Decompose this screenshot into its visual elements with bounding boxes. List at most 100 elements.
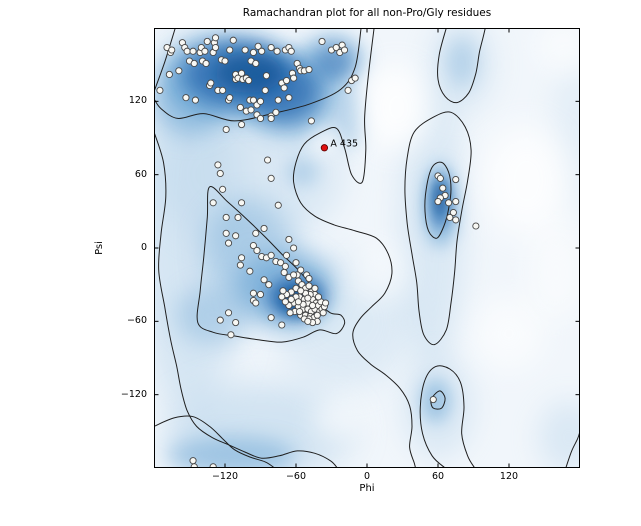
residue-point [189,47,197,55]
x-tick-label: 60 [431,471,445,482]
contour-lalpha-favored [424,161,452,239]
residue-point [305,275,313,283]
plot-area [154,28,580,468]
residue-point [203,37,211,45]
contour-alpha-favored [196,186,346,343]
residue-point [313,311,321,319]
residue-point [294,298,302,306]
residue-point [290,244,298,252]
x-tick-label: 0 [363,471,371,482]
x-tick-label: 120 [499,471,519,482]
residue-point [332,44,340,52]
residue-point [267,174,275,182]
residue-point [319,309,327,317]
residue-point [234,213,242,221]
residue-point [238,69,246,77]
y-tick-label: −120 [120,388,147,400]
residue-point [216,169,224,177]
residue-point [249,48,257,56]
residue-point [256,114,265,122]
residue-point [183,47,191,55]
residue-point [436,174,444,182]
residue-point [219,86,227,94]
residue-point [221,57,229,65]
x-tick-label: −60 [285,471,307,482]
residue-point [191,96,199,104]
residue-point [256,97,265,105]
residue-point [273,47,281,55]
residue-point [207,79,215,87]
residue-point [274,201,282,209]
y-tick-label: 60 [134,168,147,180]
plot-title: Ramachandran plot for all non-Pro/Gly re… [242,7,492,19]
residue-point [202,59,210,67]
residue-point [285,94,293,102]
residue-point [253,246,261,254]
contour-left-allowed-left-edge [154,131,338,468]
residue-point [258,47,266,55]
residue-point [280,84,288,92]
residue-point [351,74,359,82]
residue-point [439,184,447,192]
residue-point [252,229,260,237]
residue-point [252,59,260,67]
x-tick-label: −120 [211,471,239,482]
residue-point [429,396,437,404]
residue-point [290,74,298,82]
residue-point [232,232,240,240]
residue-point [165,70,173,78]
residue-point [189,457,197,465]
contour-bottom-right-allowed [419,365,476,468]
contour-layer [154,28,580,468]
residue-point [267,314,275,322]
residue-point [224,309,233,317]
residue-point [452,198,460,206]
residue-point [282,251,291,259]
contour-bottom-left-inner [154,415,275,468]
residue-scatter-points [156,34,480,468]
outlier-label: A 435 [330,138,358,149]
residue-point [245,77,253,85]
outlier-point [320,144,329,152]
residue-point [297,287,305,295]
x-axis-label: Phi [359,483,375,494]
residue-point [249,242,257,250]
residue-point [254,42,262,50]
residue-point [211,44,220,52]
residue-point [290,271,298,279]
residue-point [262,72,270,80]
residue-point [227,331,235,339]
residue-point [241,46,249,54]
residue-point [252,299,260,307]
residue-point [274,96,282,104]
residue-point [287,295,295,303]
outlier-group: A 435 [320,138,358,152]
residue-point [224,239,233,247]
residue-point [222,125,230,133]
residue-point [449,209,457,217]
contour-left-allowed-right-edge [292,28,416,468]
residue-point [229,36,237,44]
residue-point [201,47,209,55]
residue-point [190,59,198,67]
residue-point [452,176,460,184]
residue-point [281,298,289,306]
residue-point [472,222,480,230]
residue-point [292,259,300,267]
plot-border [154,28,580,468]
residue-point [305,282,313,290]
residue-point [261,86,269,94]
residue-point [340,46,349,54]
residue-point [247,106,255,114]
residue-point [280,268,288,276]
residue-point [279,287,287,295]
residue-point [272,108,280,116]
residue-point [190,463,198,468]
residue-point [445,199,453,207]
residue-point [277,259,285,267]
residue-point [246,267,254,275]
y-tick-label: −60 [126,315,147,327]
residue-point [304,317,312,325]
